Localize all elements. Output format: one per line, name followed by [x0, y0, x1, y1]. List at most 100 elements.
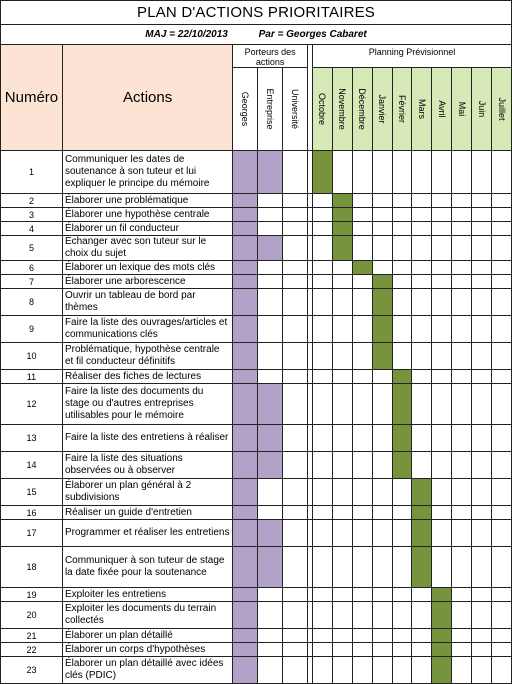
row-number: 23 — [0, 656, 63, 684]
owner-cell-entreprise — [257, 601, 284, 629]
planning-cell — [312, 587, 333, 602]
planning-bar — [431, 587, 453, 602]
owner-cell-université — [282, 505, 309, 520]
planning-cell — [411, 451, 433, 479]
month-header-7: Mai — [451, 67, 473, 151]
planning-cell — [451, 235, 473, 261]
planning-cell — [312, 519, 333, 547]
planning-cell — [451, 369, 473, 384]
planning-cell — [431, 193, 453, 208]
planning-cell — [451, 451, 473, 479]
owner-cell-georges — [232, 235, 259, 261]
planning-cell — [351, 587, 373, 602]
month-header-4: Février — [391, 67, 413, 151]
header-porteurs: Porteurs des actions — [232, 44, 309, 68]
planning-cell — [411, 369, 433, 384]
row-action: Réaliser des fiches de lectures — [61, 369, 234, 384]
planning-cell — [312, 274, 333, 289]
planning-cell — [451, 642, 473, 657]
planning-cell — [371, 369, 393, 384]
header-planning: Planning Prévisionnel — [312, 44, 512, 68]
table-row: 2 Élaborer une problématique — [0, 193, 512, 208]
planning-cell — [391, 601, 413, 629]
row-number: 6 — [0, 260, 63, 275]
row-number: 14 — [0, 451, 63, 479]
owner-cell-université — [282, 207, 309, 222]
owner-cell-entreprise — [257, 451, 284, 479]
owner-cell-entreprise — [257, 587, 284, 602]
planning-cell — [491, 315, 512, 343]
owner-cell-georges — [232, 221, 259, 236]
planning-cell — [312, 342, 333, 370]
planning-bar — [371, 274, 393, 289]
planning-cell — [431, 221, 453, 236]
planning-cell — [312, 656, 333, 684]
planning-cell — [451, 519, 473, 547]
planning-cell — [351, 369, 373, 384]
planning-cell — [491, 519, 512, 547]
planning-bar — [331, 221, 353, 236]
planning-bar — [331, 207, 353, 222]
planning-cell — [391, 546, 413, 588]
planning-cell — [491, 342, 512, 370]
owner-cell-entreprise — [257, 342, 284, 370]
planning-cell — [431, 546, 453, 588]
planning-cell — [471, 451, 493, 479]
planning-cell — [331, 369, 353, 384]
planning-cell — [331, 601, 353, 629]
planning-cell — [351, 383, 373, 425]
planning-cell — [391, 587, 413, 602]
planning-cell — [312, 505, 333, 520]
planning-cell — [331, 342, 353, 370]
owner-cell-université — [282, 424, 309, 452]
planning-cell — [431, 274, 453, 289]
row-number: 3 — [0, 207, 63, 222]
table-row: 4 Élaborer un fil conducteur — [0, 221, 512, 236]
planning-cell — [431, 235, 453, 261]
table-row: 8 Ouvrir un tableau de bord par thèmes — [0, 288, 512, 316]
planning-cell — [451, 383, 473, 425]
planning-cell — [471, 274, 493, 289]
planning-bar — [371, 342, 393, 370]
planning-cell — [451, 656, 473, 684]
row-action: Élaborer un plan détaillé avec idées clé… — [61, 656, 234, 684]
planning-cell — [371, 383, 393, 425]
planning-cell — [312, 642, 333, 657]
planning-cell — [431, 505, 453, 520]
owner-cell-université — [282, 642, 309, 657]
planning-cell — [312, 235, 333, 261]
month-header-label: Juillet — [496, 97, 507, 121]
table-row: 6 Élaborer un lexique des mots clés — [0, 260, 512, 275]
planning-bar — [411, 546, 433, 588]
planning-cell — [451, 260, 473, 275]
owner-cell-université — [282, 315, 309, 343]
owner-header-entreprise: Entreprise — [257, 67, 284, 151]
header-numero: Numéro — [0, 44, 63, 151]
planning-bar — [431, 628, 453, 643]
owner-cell-université — [282, 451, 309, 479]
table-row: 17 Programmer et réaliser les entretiens — [0, 519, 512, 547]
owner-header-label: Entreprise — [265, 88, 276, 130]
planning-cell — [351, 601, 373, 629]
planning-cell — [391, 642, 413, 657]
planning-cell — [471, 315, 493, 343]
planning-cell — [431, 207, 453, 222]
row-number: 22 — [0, 642, 63, 657]
planning-cell — [391, 274, 413, 289]
planning-cell — [431, 519, 453, 547]
planning-cell — [411, 235, 433, 261]
planning-cell — [391, 505, 413, 520]
planning-cell — [411, 274, 433, 289]
table-row: 20 Exploiter les documents du terrain col… — [0, 601, 512, 629]
planning-cell — [491, 628, 512, 643]
owner-header-université: Université — [282, 67, 309, 151]
row-action: Problématique, hypothèse centrale et fil… — [61, 342, 234, 370]
owner-cell-université — [282, 150, 309, 194]
planning-bar — [331, 193, 353, 208]
row-action: Élaborer un corps d'hypothèses — [61, 642, 234, 657]
table-row: 21 Élaborer un plan détaillé — [0, 628, 512, 643]
planning-cell — [351, 150, 373, 194]
row-number: 19 — [0, 587, 63, 602]
owner-cell-georges — [232, 642, 259, 657]
